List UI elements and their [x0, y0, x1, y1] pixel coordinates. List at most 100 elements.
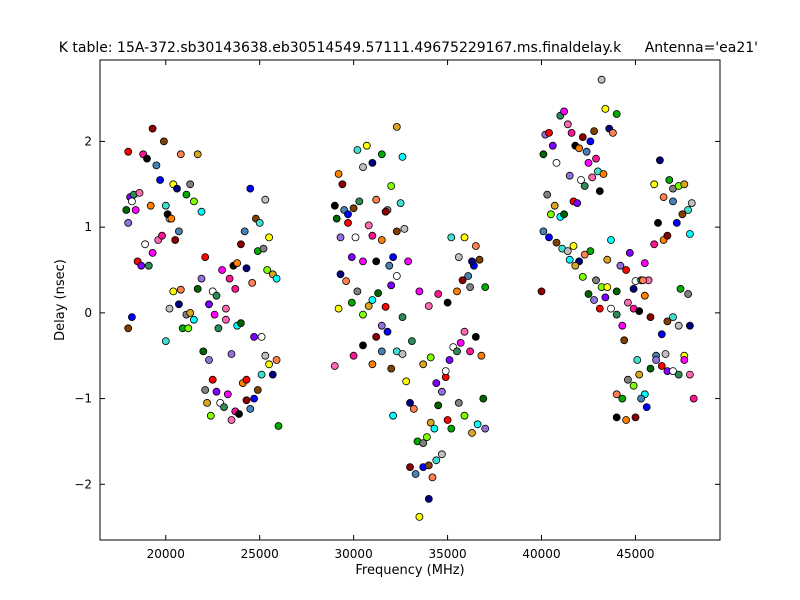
- data-point: [409, 404, 418, 413]
- data-point: [364, 302, 373, 310]
- data-point: [659, 193, 668, 202]
- data-point: [612, 413, 621, 422]
- data-point: [392, 123, 401, 131]
- data-point: [646, 313, 655, 322]
- data-point: [453, 347, 461, 356]
- data-point: [468, 428, 476, 437]
- data-point: [430, 424, 439, 433]
- data-point: [201, 386, 210, 394]
- data-point: [404, 257, 413, 266]
- data-point: [193, 150, 202, 159]
- data-point: [547, 210, 555, 219]
- data-point: [545, 128, 553, 137]
- data-point: [261, 351, 270, 360]
- data-point: [144, 261, 153, 270]
- data-point: [220, 403, 228, 412]
- data-point: [143, 154, 151, 163]
- data-point: [458, 276, 467, 285]
- data-point: [137, 261, 146, 270]
- data-point: [567, 128, 576, 137]
- data-point: [372, 332, 381, 341]
- data-point: [415, 513, 424, 521]
- data-point: [580, 182, 589, 190]
- data-point: [242, 375, 251, 384]
- data-point: [208, 375, 217, 384]
- data-point: [377, 150, 386, 159]
- data-point: [584, 158, 593, 167]
- data-point: [221, 315, 230, 324]
- data-point: [186, 308, 195, 317]
- data-point: [537, 287, 546, 296]
- data-point: [657, 362, 666, 370]
- data-point: [575, 144, 583, 153]
- data-point: [663, 317, 672, 326]
- data-point: [387, 364, 396, 373]
- data-point: [565, 171, 574, 180]
- data-point: [460, 327, 469, 336]
- x-tick-label: 25000: [241, 547, 279, 561]
- data-point: [548, 141, 557, 150]
- data-point: [336, 233, 345, 242]
- data-point: [359, 163, 367, 172]
- data-point: [586, 247, 595, 256]
- data-point: [601, 105, 610, 113]
- data-point: [578, 133, 587, 142]
- data-point: [432, 379, 441, 388]
- data-point: [349, 204, 358, 213]
- data-point: [609, 128, 617, 137]
- data-point: [612, 287, 621, 296]
- data-point: [603, 283, 612, 292]
- data-point: [248, 278, 257, 287]
- data-point: [640, 291, 649, 300]
- x-tick-label: 40000: [522, 547, 560, 561]
- data-point: [669, 313, 677, 322]
- data-point: [176, 285, 185, 294]
- data-point: [368, 158, 377, 167]
- data-point: [368, 360, 377, 369]
- data-point: [443, 298, 452, 307]
- data-point: [612, 390, 621, 399]
- y-tick-label: −2: [74, 477, 92, 491]
- data-point: [353, 287, 362, 296]
- data-point: [148, 248, 157, 257]
- data-point: [359, 310, 367, 319]
- data-point: [424, 494, 433, 503]
- data-point: [654, 218, 662, 227]
- data-point: [639, 276, 647, 285]
- data-point: [171, 236, 180, 244]
- data-point: [629, 381, 638, 390]
- data-point: [377, 321, 386, 330]
- data-point: [550, 201, 559, 210]
- data-point: [466, 283, 475, 292]
- data-point: [359, 341, 367, 350]
- data-point: [383, 327, 392, 336]
- x-tick-label: 35000: [428, 547, 466, 561]
- data-point: [422, 433, 431, 442]
- data-point: [674, 370, 683, 379]
- data-point: [468, 257, 476, 266]
- data-point: [552, 158, 561, 167]
- data-point: [156, 176, 165, 184]
- data-point: [368, 231, 377, 240]
- data-point: [464, 272, 473, 280]
- data-point: [661, 350, 670, 358]
- data-point: [362, 141, 371, 150]
- data-point: [689, 394, 698, 403]
- data-point: [392, 227, 401, 236]
- data-point: [471, 332, 480, 341]
- data-point: [672, 218, 681, 227]
- data-point: [665, 176, 674, 184]
- data-point: [176, 150, 185, 159]
- data-point: [432, 456, 441, 465]
- data-point: [261, 195, 270, 204]
- data-point: [625, 248, 634, 257]
- data-point: [201, 253, 210, 262]
- data-point: [616, 261, 625, 270]
- data-point: [595, 187, 604, 196]
- data-point: [148, 124, 157, 133]
- data-point: [471, 242, 480, 250]
- data-point: [250, 332, 259, 341]
- data-point: [330, 362, 339, 370]
- data-point: [475, 255, 484, 264]
- data-point: [189, 315, 198, 324]
